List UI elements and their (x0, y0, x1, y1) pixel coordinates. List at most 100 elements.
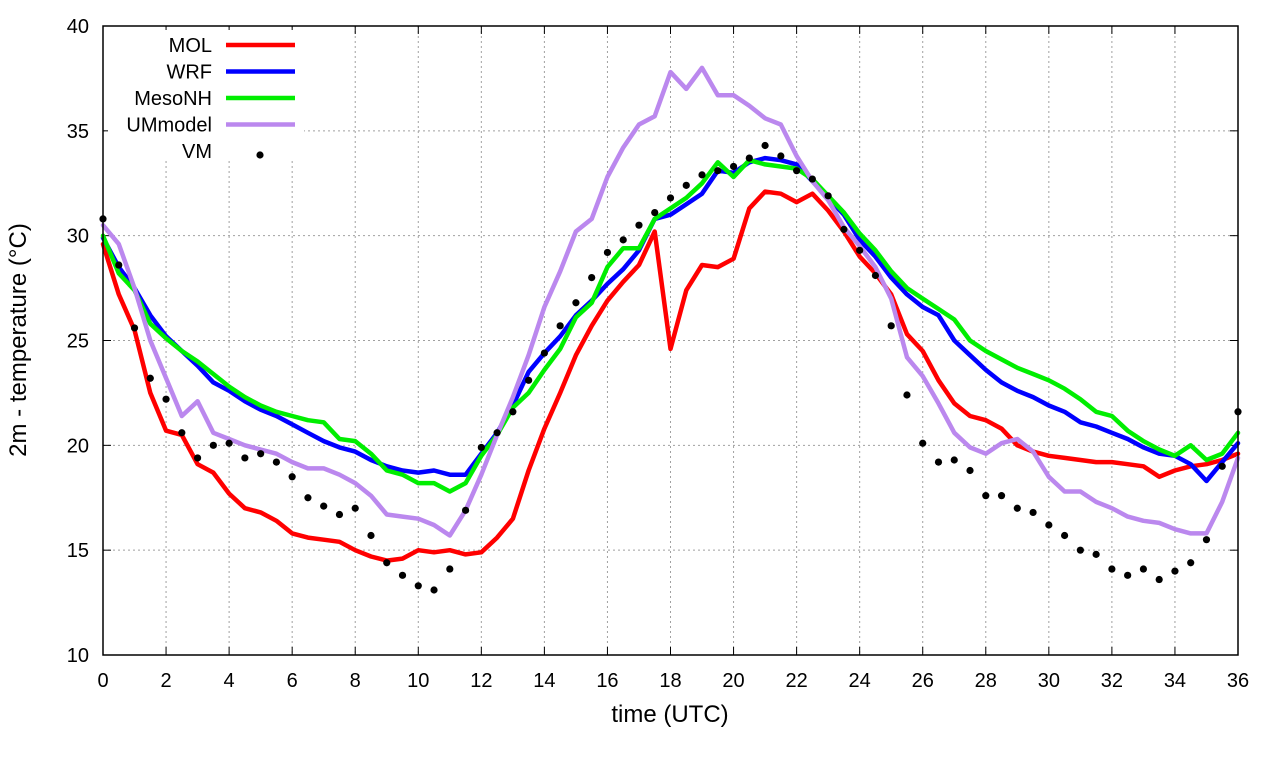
x-axis-title: time (UTC) (611, 701, 728, 728)
point-vm (162, 395, 170, 403)
x-tick-label: 36 (1227, 670, 1249, 692)
point-vm (398, 571, 407, 579)
point-vm (130, 324, 139, 332)
x-tick-label: 12 (470, 670, 492, 692)
point-vm (887, 322, 895, 330)
legend: MOL WRF MesoNH UMmodel VM (126, 35, 295, 163)
legend-label-wrf: WRF (166, 62, 212, 84)
point-vm (761, 141, 769, 150)
point-vm (525, 376, 533, 384)
point-vm (509, 408, 517, 416)
point-vm (777, 152, 785, 160)
point-vm (1029, 508, 1037, 517)
point-vm (1076, 546, 1084, 554)
point-vm (193, 454, 202, 462)
point-vm (1108, 565, 1116, 573)
x-tick-label: 20 (722, 670, 744, 692)
x-tick-label: 10 (407, 670, 429, 692)
point-vm (588, 274, 596, 282)
point-vm (446, 565, 454, 573)
point-vm (1202, 536, 1211, 544)
plot-frame (102, 25, 1239, 656)
y-tick-label: 10 (67, 645, 89, 667)
x-tick-label: 2 (160, 670, 171, 692)
legend-label-vm: VM (182, 141, 212, 163)
point-vm (241, 454, 249, 462)
y-tick-label: 15 (67, 540, 89, 562)
point-vm (477, 443, 485, 452)
point-vm (572, 299, 580, 307)
point-vm (603, 248, 612, 257)
point-vm (272, 458, 281, 466)
point-vm (540, 349, 548, 357)
point-vm (1218, 462, 1226, 470)
point-vm (966, 466, 974, 475)
point-vm (225, 439, 233, 447)
point-vm (493, 429, 501, 437)
point-vm (982, 492, 990, 500)
point-vm (729, 162, 738, 171)
line-mol (100, 189, 1241, 563)
point-vm (1187, 559, 1195, 567)
legend-label-mol: MOL (169, 35, 212, 57)
point-vm (997, 492, 1006, 500)
line-wrf (100, 155, 1241, 484)
point-vm (178, 429, 186, 437)
x-tick-label: 18 (659, 670, 681, 692)
point-vm (651, 209, 659, 217)
y-tick-label: 35 (67, 121, 89, 143)
x-tick-label: 4 (224, 670, 235, 692)
x-tick-label: 34 (1164, 670, 1186, 692)
line-ummodel (100, 65, 1241, 538)
x-tick-label: 30 (1038, 670, 1060, 692)
point-vm (840, 225, 848, 233)
point-vm (383, 559, 391, 567)
point-vm (666, 194, 675, 202)
tick-labels: 0 2 4 6 8 10 12 14 16 18 20 22 24 26 28 30 32 34 361015202… (67, 16, 1249, 692)
point-vm (320, 502, 328, 510)
series-lines (100, 65, 1241, 563)
point-vm (1045, 521, 1053, 529)
point-vm (934, 458, 943, 466)
point-vm (619, 236, 627, 244)
point-vm (1013, 504, 1021, 512)
point-vm (115, 261, 123, 269)
point-vm (209, 441, 217, 449)
point-vm (682, 181, 690, 189)
point-vm (1139, 565, 1148, 573)
point-vm (856, 246, 864, 254)
point-vm (1155, 575, 1163, 584)
x-tick-label: 24 (849, 670, 871, 692)
point-vm (335, 510, 344, 519)
point-vm (698, 171, 706, 179)
point-vm (304, 494, 312, 502)
legend-label-mesonh: MesoNH (134, 88, 212, 110)
point-vm (635, 221, 643, 229)
point-vm (919, 439, 927, 447)
point-vm (146, 374, 154, 382)
point-vm (950, 456, 958, 464)
point-vm (1060, 531, 1069, 540)
point-vm (1092, 550, 1100, 558)
x-tick-label: 0 (97, 670, 108, 692)
x-tick-label: 16 (596, 670, 618, 692)
legend-label-ummodel: UMmodel (126, 115, 212, 137)
y-axis-title: 2m - temperature (°C) (5, 223, 32, 457)
line-mesonh (100, 157, 1241, 494)
x-tick-label: 6 (287, 670, 298, 692)
point-vm (871, 271, 880, 280)
y-tick-label: 25 (67, 331, 89, 353)
point-vm (351, 504, 359, 512)
x-tick-label: 14 (533, 670, 555, 692)
point-vm (257, 450, 265, 458)
x-tick-label: 8 (350, 670, 361, 692)
x-tick-label: 22 (785, 670, 807, 692)
legend-swatch-vm (256, 151, 264, 159)
x-tick-label: 32 (1101, 670, 1123, 692)
x-tick-label: 28 (975, 670, 997, 692)
point-vm (556, 322, 564, 330)
point-vm (430, 586, 438, 594)
y-tick-label: 40 (67, 16, 89, 38)
point-vm (367, 531, 375, 540)
